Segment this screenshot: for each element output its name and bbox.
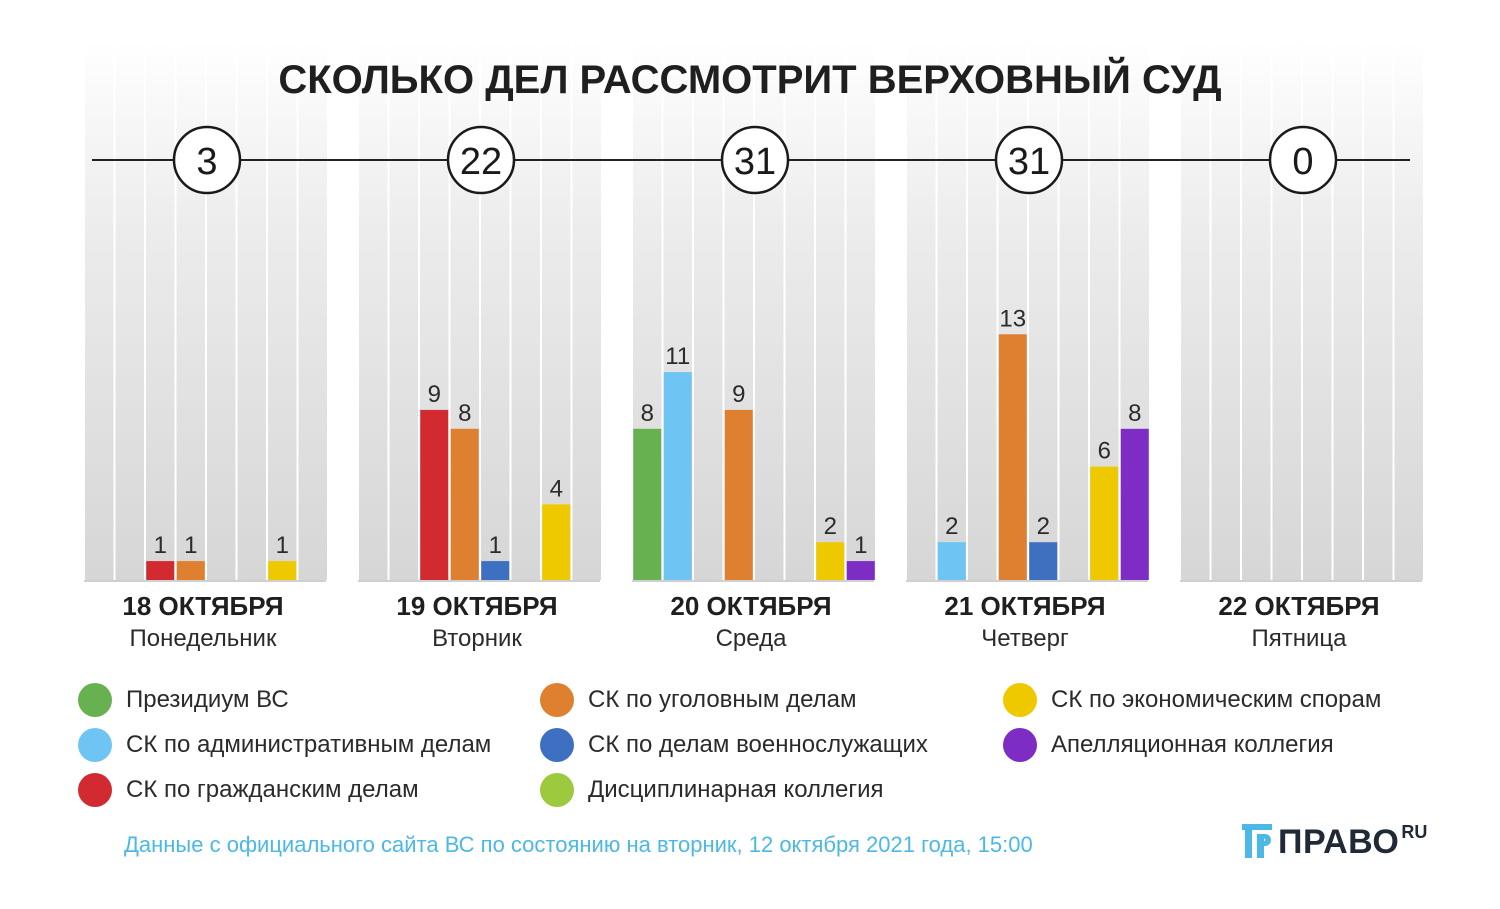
background-column — [359, 40, 388, 580]
bar — [146, 561, 175, 580]
day-total-value: 31 — [1008, 141, 1050, 183]
bar — [724, 409, 753, 580]
pravo-ru-logo: ПРАВО RU — [1242, 820, 1427, 864]
bar — [1090, 466, 1119, 580]
day-weekday-label: Четверг — [981, 625, 1069, 652]
background-column — [1333, 40, 1362, 580]
day-total-value: 0 — [1292, 141, 1313, 183]
background-column — [1272, 40, 1301, 580]
bar — [937, 542, 966, 580]
bar — [633, 428, 662, 580]
day-total-circle — [172, 125, 242, 195]
background-column — [389, 40, 418, 580]
day-date-label: 20 ОКТЯБРЯ — [670, 591, 831, 621]
day-date-label: 21 ОКТЯБРЯ — [944, 591, 1105, 621]
bar-value-label: 8 — [641, 400, 654, 427]
background-column — [237, 40, 266, 580]
bar — [663, 372, 692, 580]
background-column — [1303, 40, 1332, 580]
bar — [1029, 542, 1058, 580]
background-column — [968, 40, 997, 580]
bar-value-label: 13 — [999, 305, 1026, 332]
bar — [816, 542, 845, 580]
bar-value-label: 1 — [184, 532, 197, 559]
logo-suffix: RU — [1401, 822, 1428, 842]
bar-value-label: 8 — [1128, 400, 1141, 427]
day-total-circle — [720, 125, 790, 195]
background-column — [1211, 40, 1240, 580]
bar-value-label: 6 — [1098, 438, 1111, 465]
bar — [268, 561, 297, 580]
bar-value-label: 11 — [665, 343, 690, 370]
bar-value-label: 8 — [458, 400, 471, 427]
background-column — [268, 40, 297, 580]
background-column — [1059, 40, 1088, 580]
day-total-circle — [446, 125, 516, 195]
background-column — [907, 40, 936, 580]
day-date-label: 19 ОКТЯБРЯ — [396, 591, 557, 621]
day-total-value: 3 — [196, 141, 217, 183]
day-weekday-label: Понедельник — [130, 625, 277, 652]
day-date-label: 22 ОКТЯБРЯ — [1218, 591, 1379, 621]
background-column — [146, 40, 175, 580]
bar — [846, 561, 875, 580]
background-column — [115, 40, 144, 580]
background-column — [511, 40, 540, 580]
background-column — [1181, 40, 1210, 580]
bar-value-label: 2 — [945, 513, 958, 540]
background-column — [1242, 40, 1271, 580]
day-total-circle — [1268, 125, 1338, 195]
source-note: Данные с официального сайта ВС по состоя… — [124, 832, 1033, 857]
bar-value-label: 1 — [854, 532, 867, 559]
bar-value-label: 2 — [824, 513, 837, 540]
background-column — [1029, 40, 1058, 580]
bar — [998, 334, 1027, 580]
day-total-value: 22 — [460, 141, 502, 183]
background-column — [816, 40, 845, 580]
bar — [481, 561, 510, 580]
logo-name: ПРАВО — [1278, 823, 1400, 861]
background-column — [572, 40, 601, 580]
background-columns — [84, 40, 1423, 582]
background-column — [542, 40, 571, 580]
background-column — [846, 40, 875, 580]
background-column — [1364, 40, 1393, 580]
bar-value-label: 9 — [732, 381, 745, 408]
day-total-circle — [994, 125, 1064, 195]
background-column — [176, 40, 205, 580]
bar-value-label: 1 — [154, 532, 167, 559]
background-column — [694, 40, 723, 580]
day-total-value: 31 — [734, 141, 776, 183]
background-column — [207, 40, 236, 580]
pravo-logo-icon — [1242, 824, 1272, 858]
bar — [542, 504, 571, 580]
bar-value-label: 2 — [1037, 513, 1050, 540]
day-date-label: 18 ОКТЯБРЯ — [122, 591, 283, 621]
day-weekday-label: Вторник — [432, 625, 522, 652]
bar — [1120, 428, 1149, 580]
bar-value-label: 1 — [276, 532, 289, 559]
background-column — [1394, 40, 1423, 580]
background-column — [85, 40, 114, 580]
bar-value-label: 1 — [489, 532, 502, 559]
chart-title: СКОЛЬКО ДЕЛ РАССМОТРИТ ВЕРХОВНЫЙ СУД — [278, 56, 1221, 102]
bar — [420, 409, 449, 580]
background-column — [785, 40, 814, 580]
background-column — [937, 40, 966, 580]
background-column — [298, 40, 327, 580]
day-weekday-label: Среда — [716, 625, 788, 652]
bar — [450, 428, 479, 580]
day-weekday-label: Пятница — [1252, 625, 1348, 652]
bar — [176, 561, 205, 580]
background-column — [481, 40, 510, 580]
day-labels: 18 ОКТЯБРЯ Понедельник 19 ОКТЯБРЯ Вторник 20… — [122, 591, 1379, 652]
bar-value-label: 9 — [428, 381, 441, 408]
background-column — [755, 40, 784, 580]
bar-value-label: 4 — [550, 475, 563, 502]
day-total-circles: 3 22 31 31 0 — [172, 125, 1338, 195]
